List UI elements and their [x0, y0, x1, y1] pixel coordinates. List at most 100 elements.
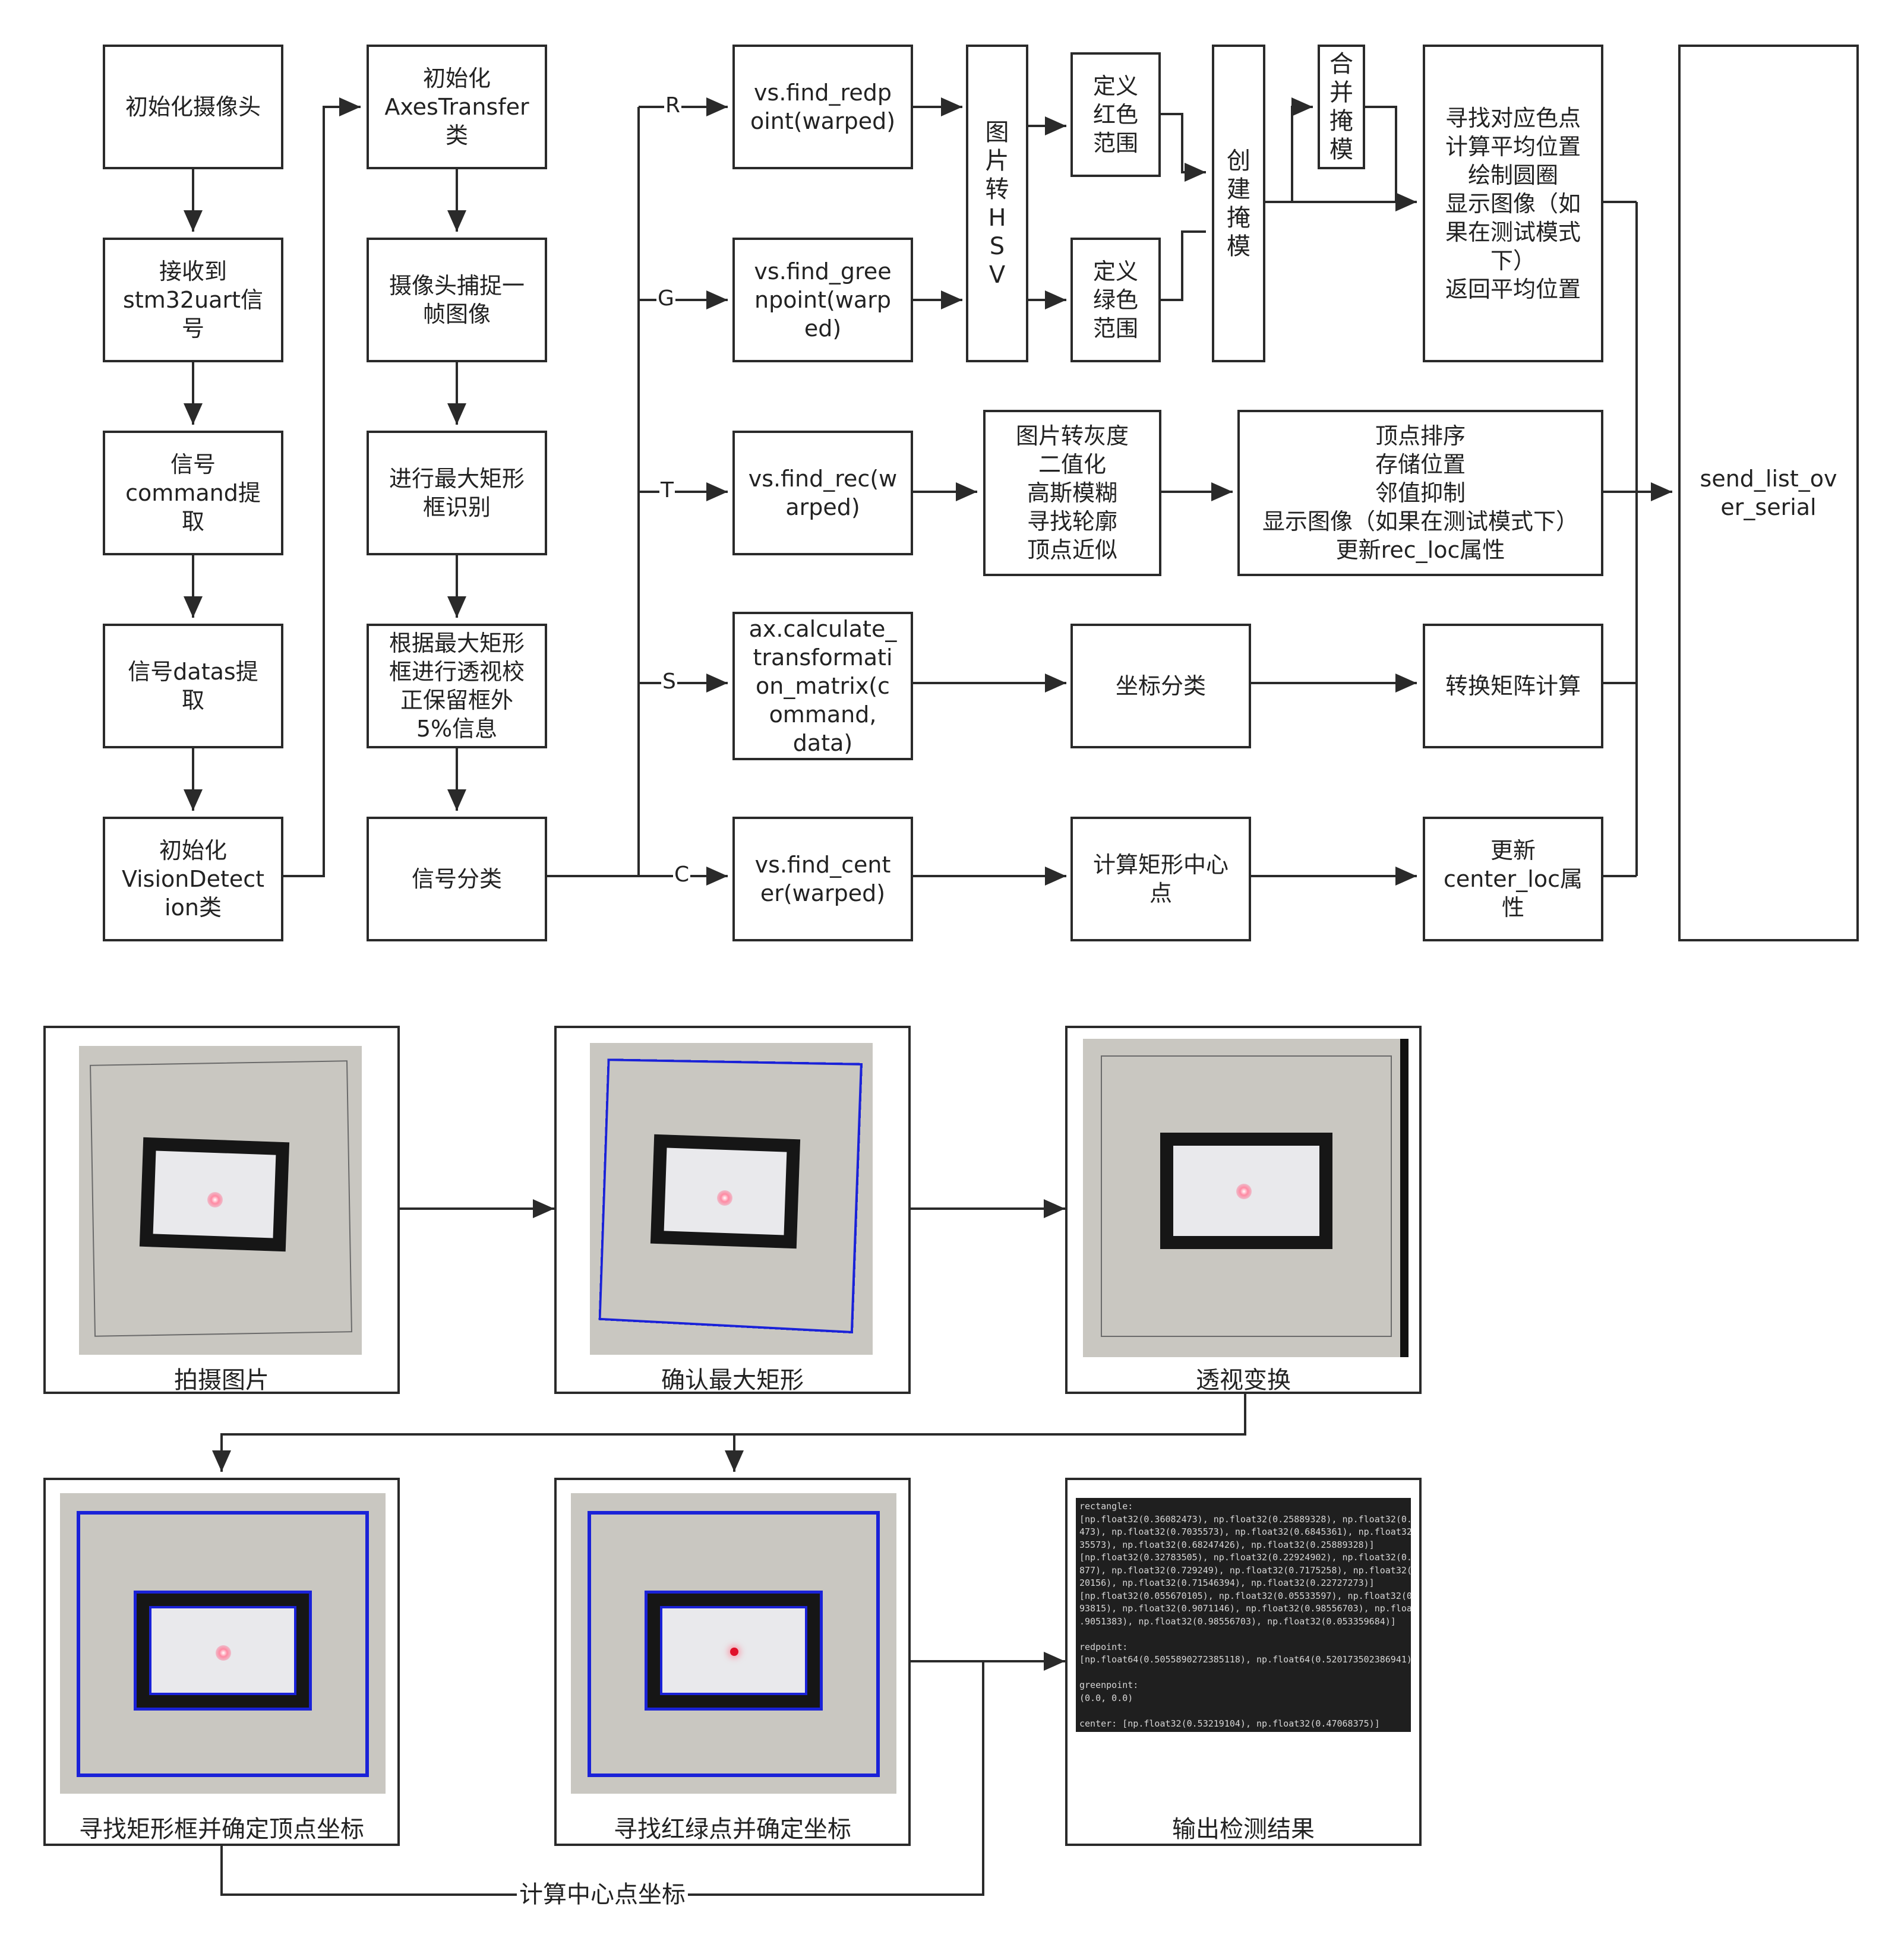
output-panel: rectangle: [np.float32(0.36082473), np.fl…	[1065, 1478, 1422, 1846]
extract-command-label: 信号 command提 取	[125, 450, 261, 536]
red-range-label: 定义 红色 范围	[1093, 72, 1138, 157]
laser-dot	[207, 1192, 223, 1207]
extract-datas-label: 信号datas提 取	[128, 657, 258, 715]
center-coord-label: 计算中心点坐标	[517, 1880, 688, 1909]
matrix-calc-label: 转换矩阵计算	[1445, 672, 1581, 700]
confirm-rect-panel: 确认最大矩形	[554, 1026, 911, 1394]
branch-label-s: S	[661, 670, 677, 694]
init-vision-node: 初始化 VisionDetect ion类	[103, 817, 283, 941]
find-points-caption: 寻找红绿点并确定坐标	[557, 1810, 908, 1844]
to-hsv-label: 图 片 转 H S V	[986, 118, 1009, 289]
find-rect-panel: 寻找矩形框并确定顶点坐标	[43, 1478, 400, 1846]
merge-mask-node: 合 并 掩 模	[1318, 45, 1365, 169]
send-list-node: send_list_ov er_serial	[1678, 45, 1859, 941]
capture-caption: 拍摄图片	[46, 1361, 397, 1395]
terminal-line: 93815), np.float32(0.9071146), np.float3…	[1079, 1602, 1407, 1616]
merge-mask-label: 合 并 掩 模	[1329, 50, 1353, 164]
terminal-line: rectangle:	[1079, 1500, 1407, 1513]
to-hsv-node: 图 片 转 H S V	[966, 45, 1028, 362]
receive-uart-label: 接收到 stm32uart信 号	[123, 257, 263, 343]
red-range-node: 定义 红色 范围	[1070, 52, 1161, 177]
terminal-line: center: [np.float32(0.53219104), np.floa…	[1079, 1718, 1407, 1731]
terminal-line: (0.0, 0.0)	[1079, 1692, 1407, 1705]
init-vision-label: 初始化 VisionDetect ion类	[122, 836, 264, 922]
perspective-node: 根据最大矩形 框进行透视校 正保留框外 5%信息	[367, 624, 547, 748]
green-range-node: 定义 绿色 范围	[1070, 238, 1161, 362]
capture-frame-node: 摄像头捕捉一 帧图像	[367, 238, 547, 362]
laser-dot	[1236, 1184, 1252, 1199]
terminal-line: 473), np.float32(0.7035573), np.float32(…	[1079, 1526, 1407, 1539]
init-axes-node: 初始化 AxesTransfer 类	[367, 45, 547, 169]
terminal-line: [np.float32(0.36082473), np.float32(0.25…	[1079, 1513, 1407, 1526]
terminal-line	[1079, 1705, 1407, 1718]
update-center-node: 更新 center_loc属 性	[1423, 817, 1603, 941]
calc-rect-center-node: 计算矩形中心 点	[1070, 817, 1251, 941]
confirm-rect-caption: 确认最大矩形	[557, 1361, 908, 1395]
init-camera-label: 初始化摄像头	[125, 93, 261, 121]
matrix-calc-node: 转换矩阵计算	[1423, 624, 1603, 748]
vertex-steps-node: 顶点排序 存储位置 邻值抑制 显示图像（如果在测试模式下） 更新rec_loc属…	[1237, 410, 1603, 576]
coord-classify-label: 坐标分类	[1116, 672, 1206, 700]
extract-datas-node: 信号datas提 取	[103, 624, 283, 748]
find-redpoint-node: vs.find_redp oint(warped)	[732, 45, 913, 169]
branch-label-r: R	[664, 94, 681, 118]
receive-uart-node: 接收到 stm32uart信 号	[103, 238, 283, 362]
transform-photo	[1083, 1039, 1409, 1357]
terminal-line: [np.float32(0.32783505), np.float32(0.22…	[1079, 1551, 1407, 1564]
gray-steps-node: 图片转灰度 二值化 高斯模糊 寻找轮廓 顶点近似	[983, 410, 1161, 576]
find-greenpoint-label: vs.find_gree npoint(warp ed)	[754, 257, 891, 343]
find-redpoint-label: vs.find_redp oint(warped)	[750, 78, 895, 135]
calc-matrix-label: ax.calculate_ transformati on_matrix(c o…	[749, 615, 897, 757]
branch-label-t: T	[659, 479, 675, 502]
terminal-line: [np.float64(0.5055890272385118), np.floa…	[1079, 1654, 1407, 1667]
calc-rect-center-label: 计算矩形中心 点	[1093, 851, 1229, 908]
max-rect-label: 进行最大矩形 框识别	[389, 464, 525, 521]
find-color-points-label: 寻找对应色点 计算平均位置 绘制圆圈 显示图像（如 果在测试模式 下） 返回平均…	[1445, 104, 1581, 304]
classify-node: 信号分类	[367, 817, 547, 941]
capture-panel: 拍摄图片	[43, 1026, 400, 1394]
extract-command-node: 信号 command提 取	[103, 431, 283, 555]
gray-steps-label: 图片转灰度 二值化 高斯模糊 寻找轮廓 顶点近似	[1016, 422, 1129, 564]
classify-label: 信号分类	[412, 865, 502, 893]
find-center-label: vs.find_cent er(warped)	[755, 851, 891, 908]
find-rec-label: vs.find_rec(w arped)	[749, 464, 897, 521]
transform-caption: 透视变换	[1068, 1361, 1419, 1395]
coord-classify-node: 坐标分类	[1070, 624, 1251, 748]
photo-edge	[1400, 1039, 1409, 1357]
create-mask-label: 创 建 掩 模	[1227, 147, 1250, 261]
terminal-line	[1079, 1667, 1407, 1680]
output-caption: 输出检测结果	[1068, 1810, 1419, 1844]
terminal-line: 35573), np.float32(0.68247426), np.float…	[1079, 1539, 1407, 1552]
laser-dot	[717, 1190, 732, 1206]
terminal-line: redpoint:	[1079, 1641, 1407, 1654]
terminal-line: [np.float32(0.055670105), np.float32(0.0…	[1079, 1590, 1407, 1603]
terminal-line: .9051383), np.float32(0.98556703), np.fl…	[1079, 1616, 1407, 1629]
green-range-label: 定义 绿色 范围	[1093, 257, 1138, 343]
init-camera-node: 初始化摄像头	[103, 45, 283, 169]
find-rect-caption: 寻找矩形框并确定顶点坐标	[46, 1810, 397, 1844]
find-rec-node: vs.find_rec(w arped)	[732, 431, 913, 555]
create-mask-node: 创 建 掩 模	[1212, 45, 1265, 362]
confirm-photo	[590, 1043, 873, 1355]
terminal-line: 877), np.float32(0.729249), np.float32(0…	[1079, 1564, 1407, 1578]
find-points-panel: 寻找红绿点并确定坐标	[554, 1478, 911, 1846]
terminal-line: 20156), np.float32(0.71546394), np.float…	[1079, 1577, 1407, 1590]
red-point-marker	[730, 1648, 738, 1656]
find-points-photo	[571, 1493, 896, 1794]
capture-photo	[79, 1046, 362, 1355]
find-greenpoint-node: vs.find_gree npoint(warp ed)	[732, 238, 913, 362]
transform-panel: 透视变换	[1065, 1026, 1422, 1394]
laser-dot	[216, 1645, 231, 1661]
vertex-steps-label: 顶点排序 存储位置 邻值抑制 显示图像（如果在测试模式下） 更新rec_loc属…	[1262, 422, 1578, 564]
find-rect-photo	[60, 1493, 386, 1794]
branch-label-c: C	[673, 863, 690, 887]
calc-matrix-node: ax.calculate_ transformati on_matrix(c o…	[732, 612, 913, 760]
init-axes-label: 初始化 AxesTransfer 类	[384, 64, 529, 150]
terminal-output: rectangle: [np.float32(0.36082473), np.fl…	[1076, 1498, 1411, 1732]
send-list-label: send_list_ov er_serial	[1700, 464, 1837, 521]
update-center-label: 更新 center_loc属 性	[1444, 836, 1583, 922]
branch-label-g: G	[656, 287, 675, 311]
capture-frame-label: 摄像头捕捉一 帧图像	[389, 271, 525, 328]
find-color-points-node: 寻找对应色点 计算平均位置 绘制圆圈 显示图像（如 果在测试模式 下） 返回平均…	[1423, 45, 1603, 362]
terminal-line: greenpoint:	[1079, 1679, 1407, 1692]
